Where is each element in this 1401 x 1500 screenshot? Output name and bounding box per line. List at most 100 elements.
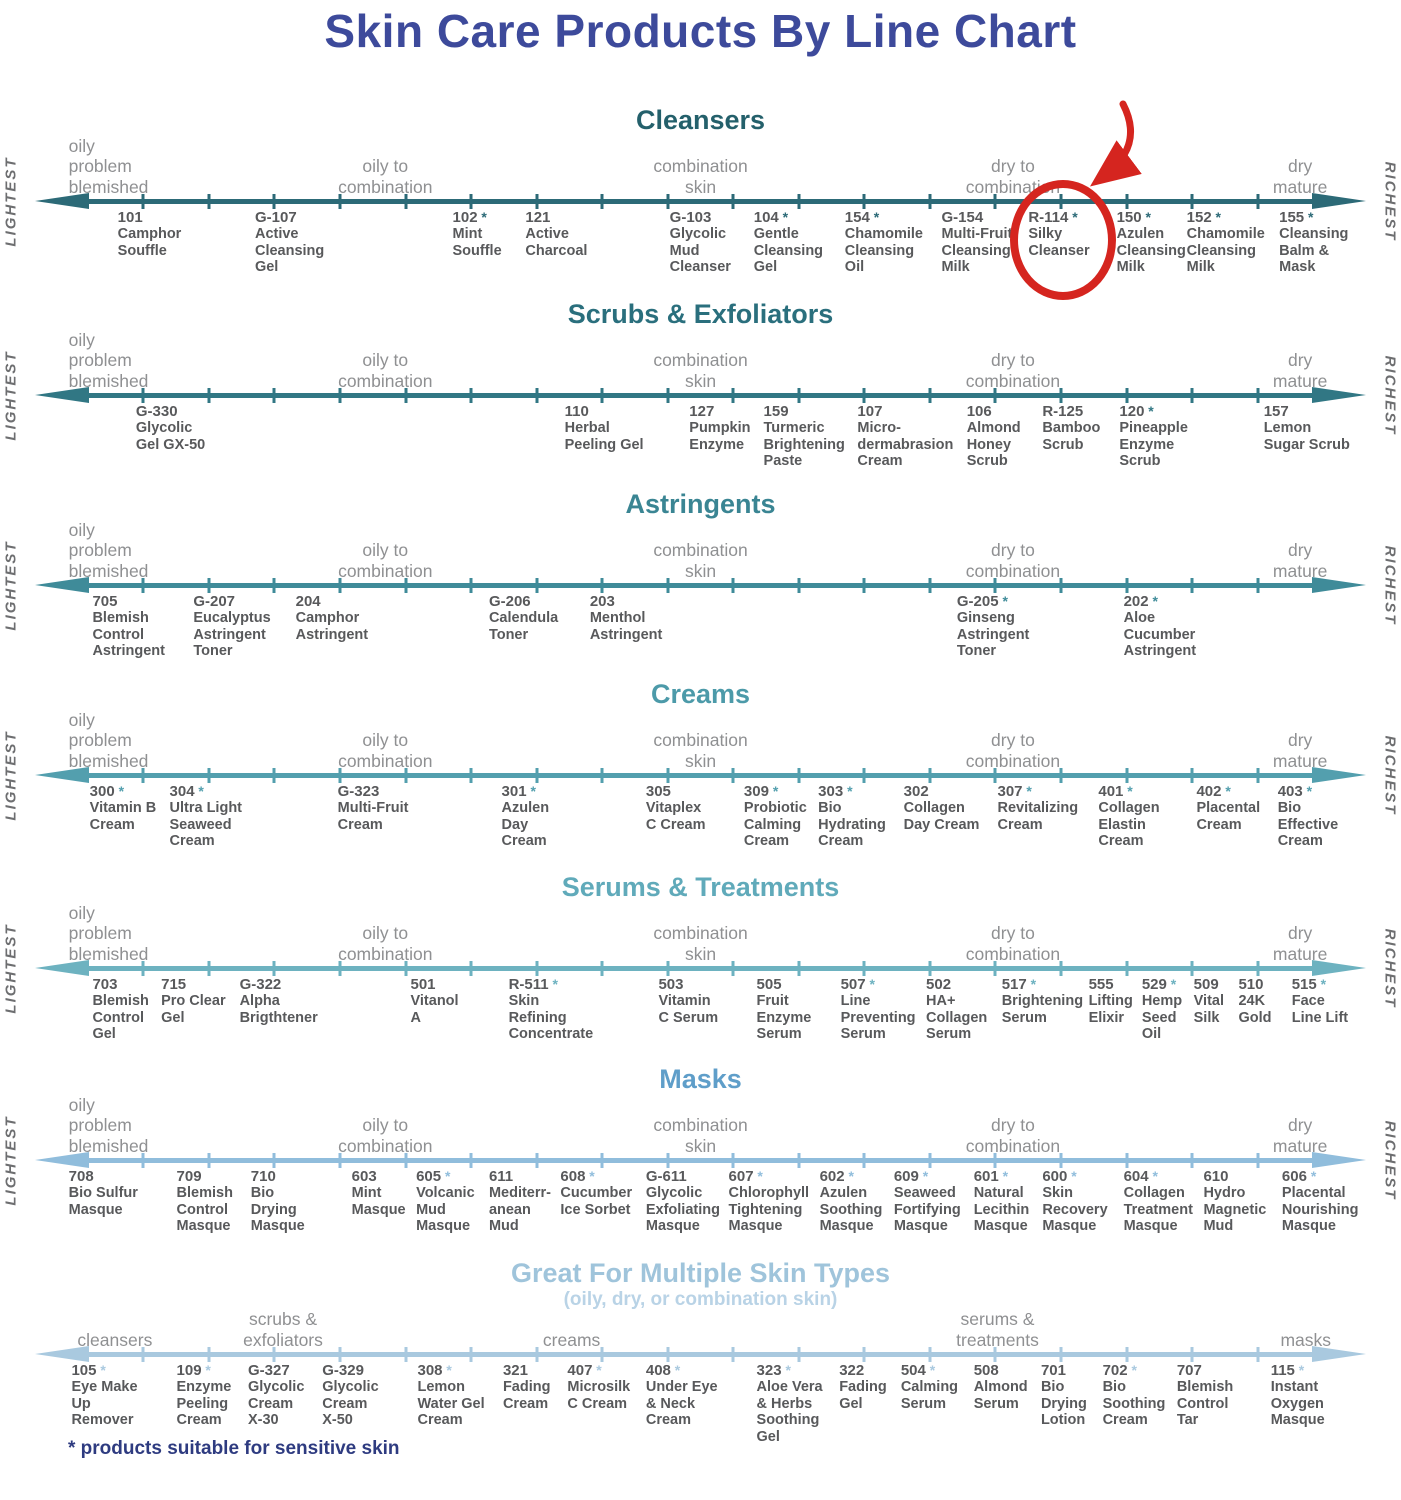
axis-tick [993, 578, 997, 593]
axis-tick [207, 388, 211, 403]
product-name: Mediterr- anean Mud [488, 1185, 551, 1235]
axis-tick [862, 1347, 866, 1362]
product-name: Microsilk C Cream [567, 1379, 631, 1412]
product-label: G-322 Alpha Brigthtener [240, 976, 344, 1026]
axis-tick [272, 1153, 276, 1168]
axis-tick [141, 388, 145, 403]
axis-tick [731, 194, 735, 209]
sensitive-skin-asterisk: * [441, 1168, 451, 1184]
skin-type-label: combination skin [653, 923, 748, 964]
sensitive-skin-asterisk: * [96, 1362, 106, 1378]
page-title: Skin Care Products By Line Chart [324, 5, 1077, 57]
axis-tick [469, 1347, 473, 1362]
product-name: Mint Souffle [452, 226, 502, 259]
product-name: Fruit Enzyme Serum [756, 993, 812, 1043]
product-label: 510 24K Gold [1238, 976, 1342, 1026]
product-label: 708 Bio Sulfur Masque [69, 1168, 173, 1218]
sensitive-skin-asterisk: * [869, 209, 880, 225]
product-name: Placental Nourishing Masque [1281, 1185, 1359, 1235]
product-label: 155 * Cleansing Balm & Mask [1279, 209, 1383, 276]
skin-type-label: combination skin [653, 156, 748, 197]
skin-type-label: dry to combination [965, 350, 1061, 391]
sensitive-skin-asterisk: * [194, 783, 204, 799]
product-code: 708 [68, 1168, 94, 1185]
richest-label: RICHEST [1381, 355, 1399, 436]
axis-tick [993, 1347, 997, 1362]
axis-tick [141, 578, 145, 593]
axis-tick [1190, 1347, 1194, 1362]
product-label: 501 Vitanol A [410, 976, 514, 1026]
product-name: Active Cleansing Gel [254, 226, 325, 276]
axis-tick [272, 388, 276, 403]
axis-tick [1256, 194, 1260, 209]
axis-tick [928, 578, 932, 593]
skin-type-labels: oily problem blemished oily to combinatio… [0, 105, 1401, 297]
skin-type-labels: oily problem blemished oily to combinatio… [0, 1064, 1401, 1256]
sensitive-skin-asterisk: * [585, 1168, 595, 1184]
product-name: Bio Soothing Cream [1102, 1379, 1166, 1429]
product-label: G-206 Calendula Toner [489, 593, 593, 643]
axis-tick [862, 578, 866, 593]
product-name: Pumpkin Enzyme [689, 420, 751, 453]
sensitive-skin-asterisk: * [592, 1362, 602, 1378]
product-name: Fading Gel [839, 1379, 887, 1412]
product-code: 408 * [645, 1362, 681, 1379]
axis-tick [666, 388, 670, 403]
skin-type-label: oily problem blemished [68, 136, 149, 197]
axis-tick [207, 1153, 211, 1168]
sensitive-skin-asterisk: * [844, 1168, 854, 1184]
product-label: 301 * Azulen Day Cream [502, 783, 606, 850]
axis-tick [928, 388, 932, 403]
product-label: 106 Almond Honey Scrub [967, 403, 1071, 470]
axis-tick [141, 1347, 145, 1362]
product-code: 702 * [1102, 1362, 1137, 1379]
axis-tick [272, 768, 276, 783]
product-label: 608 * Cucumber Ice Sorbet [560, 1168, 664, 1218]
axis-tick [993, 194, 997, 209]
product-code: 509 [1193, 976, 1219, 993]
axis-tick [862, 1153, 866, 1168]
product-name: Bio Hydrating Cream [818, 800, 886, 850]
product-name: Aloe Vera & Herbs Soothing Gel [756, 1379, 823, 1445]
axis-tick [469, 388, 473, 403]
product-code: 611 [488, 1168, 514, 1185]
richest-label: RICHEST [1381, 545, 1399, 626]
product-name: Active Charcoal [525, 226, 588, 259]
axis-tick [404, 1347, 408, 1362]
product-code: 707 [1176, 1362, 1202, 1379]
product-label: 305 Vitaplex C Cream [646, 783, 750, 833]
sensitive-skin-asterisk: * [114, 783, 125, 799]
product-label: 408 * Under Eye & Neck Cream [646, 1362, 750, 1429]
axis-tick [1125, 1347, 1129, 1362]
product-code: 508 [973, 1362, 999, 1379]
products: 705 Blemish Control Astringent G-207 Eucaly… [0, 489, 1401, 681]
product-name: Bio Effective Cream [1277, 800, 1339, 850]
product-name: Calendula Toner [488, 610, 559, 643]
axis-tick [404, 194, 408, 209]
product-label: R-511 * Skin Refining Concentrate [509, 976, 613, 1043]
axis-tick [1190, 1153, 1194, 1168]
axis-line [35, 767, 1366, 783]
product-label: 115 * Instant Oxygen Masque [1271, 1362, 1375, 1429]
skin-type-label: dry mature [1272, 540, 1328, 581]
product-label: 555 Lifting Elixir [1089, 976, 1193, 1026]
axis-tick [469, 768, 473, 783]
product-name: Cucumber Ice Sorbet [560, 1185, 633, 1218]
product-label: 602 * Azulen Soothing Masque [820, 1168, 924, 1235]
product-code: 701 [1040, 1362, 1066, 1379]
product-code: 154 * [844, 209, 880, 226]
sensitive-skin-asterisk: * [1141, 209, 1151, 225]
sensitive-skin-asterisk: * [781, 1362, 791, 1378]
axis-tick [928, 961, 932, 976]
axis-tick [272, 1347, 276, 1362]
sensitive-skin-asterisk: * [670, 1362, 681, 1378]
product-name: Camphor Souffle [117, 226, 182, 259]
product-name: HA+ Collagen Serum [926, 993, 988, 1043]
product-code: 604 * [1123, 1168, 1158, 1185]
axis-tick [535, 1153, 539, 1168]
product-name: Placental Cream [1196, 800, 1261, 833]
product-code: 120 * [1119, 403, 1154, 420]
product-name: Probiotic Calming Cream [743, 800, 807, 850]
product-code: 600 * [1042, 1168, 1077, 1185]
product-code: 203 [589, 593, 615, 610]
